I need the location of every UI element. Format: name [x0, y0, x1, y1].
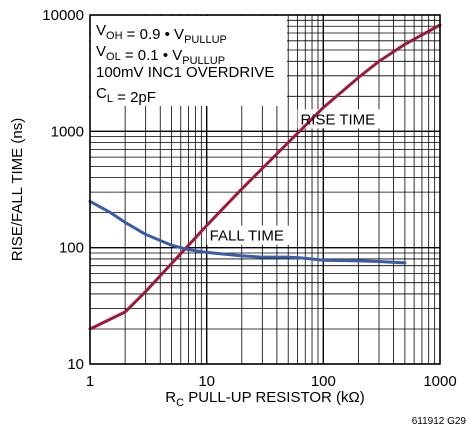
- annotation-text: = 0.9 • V: [123, 26, 185, 43]
- annotation-subscript: OL: [106, 51, 121, 63]
- x-axis-label-part: PULL-UP RESISTOR (kΩ): [184, 389, 365, 406]
- annotation-text: = 0.1 • V: [121, 47, 183, 64]
- series-label-2: FALL TIME: [210, 228, 284, 245]
- y-tick-label: 1000: [51, 123, 84, 140]
- annotation-text: C: [96, 85, 107, 102]
- annotation-text: V: [96, 22, 106, 39]
- series-layer: RISE TIME FALL TIME: [88, 23, 442, 331]
- annotation-line: VOL = 0.1 • VPULLUP: [96, 43, 225, 67]
- annotation-line: CL = 2pF: [96, 85, 156, 106]
- x-tick-label: 1000: [423, 373, 456, 390]
- annotation-subscript: PULLUP: [182, 55, 225, 67]
- x-axis-label-part: C: [176, 397, 184, 409]
- annotation-text: = 2pF: [113, 89, 156, 106]
- y-tick-label: 100: [59, 240, 84, 257]
- y-tick-label: 10000: [42, 7, 84, 24]
- y-tick-label: 10: [67, 356, 84, 373]
- series-line-2: [88, 199, 407, 265]
- annotation-subscript: OH: [106, 30, 123, 42]
- series-line-1: [88, 23, 442, 331]
- annotation-text: V: [96, 43, 106, 60]
- annotation-subscript: PULLUP: [184, 34, 227, 46]
- x-tick-label: 10: [198, 373, 215, 390]
- annotation-box: [91, 16, 287, 106]
- y-axis-label: RISE/FALL TIME (ns): [9, 118, 26, 261]
- annotation-text: 100mV INC1 OVERDRIVE: [96, 64, 274, 81]
- x-tick-label: 100: [311, 373, 336, 390]
- series-label-bg: [206, 225, 291, 245]
- grid: [89, 14, 441, 365]
- figure-id: 611912 G29: [412, 416, 467, 427]
- x-axis-label: RC PULL-UP RESISTOR (kΩ): [165, 389, 365, 409]
- plot-frame: [89, 14, 441, 365]
- x-tick-label: 1: [86, 373, 94, 390]
- annotation-subscript: L: [107, 93, 113, 105]
- series-label-1: RISE TIME: [300, 111, 375, 128]
- x-axis-label-part: R: [165, 389, 176, 406]
- annotation-line: 100mV INC1 OVERDRIVE: [96, 64, 274, 81]
- annotation-line: VOH = 0.9 • VPULLUP: [96, 22, 227, 46]
